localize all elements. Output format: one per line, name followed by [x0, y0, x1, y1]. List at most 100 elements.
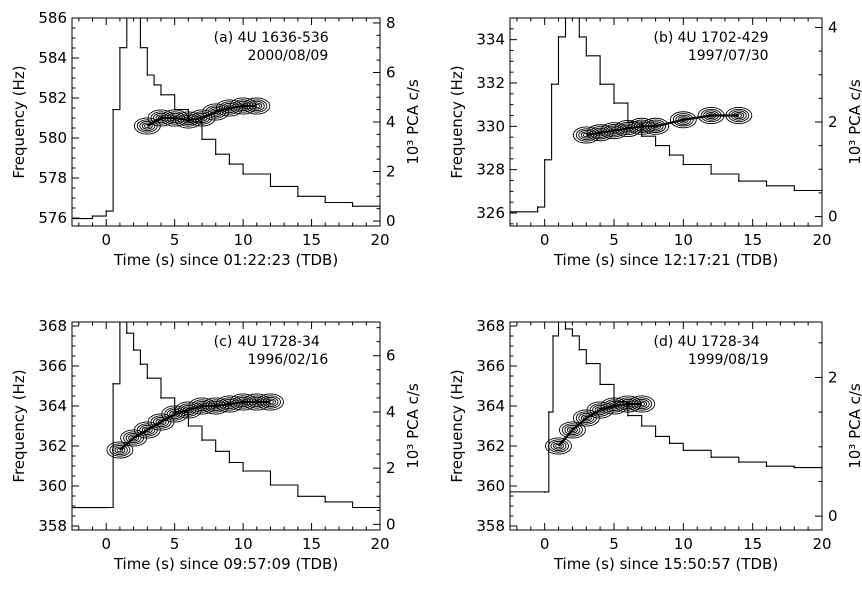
- y-tick-label: 326: [476, 204, 505, 222]
- lightcurve-point: [668, 154, 671, 156]
- plot-area: [72, 322, 380, 512]
- y-tick-label: 368: [476, 317, 505, 335]
- y-tick-label: 330: [476, 117, 505, 135]
- plot-area: [510, 3, 822, 213]
- y-tick-label: 362: [476, 437, 505, 455]
- plot-frame: [71, 17, 381, 227]
- lightcurve-point: [654, 144, 657, 147]
- x-tick-label: 5: [170, 231, 180, 249]
- lightcurve-point: [821, 468, 822, 470]
- contour-ring: [614, 119, 642, 138]
- lightcurve-point: [324, 501, 327, 503]
- lightcurve-point: [627, 414, 629, 417]
- lightcurve-point: [565, 3, 567, 5]
- lightcurve-point: [585, 362, 588, 365]
- contour-ring: [141, 122, 153, 130]
- lightcurve-point: [765, 465, 768, 468]
- y-tick-label: 368: [38, 317, 67, 335]
- lightcurve-point: [105, 506, 107, 509]
- x-tick-label: 10: [234, 231, 253, 249]
- plot-frame: [71, 321, 381, 531]
- contour-ring: [553, 442, 564, 450]
- contour-ring: [161, 405, 189, 423]
- y-tick-label: 334: [476, 31, 505, 49]
- x-tick-label: 5: [170, 535, 180, 553]
- contour-ring: [586, 401, 614, 419]
- x-tick-label: 20: [370, 535, 389, 553]
- panel-c: 0 5 10 15 20 358 360 362 364 366 368 0 2 4 6 Time (s) s…: [10, 317, 422, 573]
- x-tick-label: 15: [743, 231, 762, 249]
- source-label: (c): [214, 334, 233, 350]
- x-axis-label: Time (s) since 12:17:21 (TDB): [553, 251, 778, 269]
- lightcurve-point: [793, 189, 796, 192]
- lightcurve-point: [214, 450, 217, 453]
- lightcurve-point: [228, 461, 231, 464]
- lightcurve-point: [793, 466, 796, 469]
- x-axis-label: Time (s) since 09:57:09 (TDB): [113, 555, 338, 573]
- contour-ring: [144, 427, 151, 433]
- lightcurve-point: [297, 495, 299, 498]
- lightcurve-point: [613, 102, 615, 104]
- lightcurve-point: [564, 328, 567, 330]
- contour-ring: [210, 108, 222, 116]
- lightcurve-point: [710, 456, 712, 459]
- lightcurve-point: [119, 322, 121, 323]
- y-tick-label: 576: [38, 209, 67, 227]
- contour-ring: [130, 435, 137, 441]
- lightcurve-point: [297, 195, 299, 198]
- y2-tick-label: 4: [828, 18, 838, 36]
- lightcurve-line: [72, 322, 380, 511]
- observation-date: 1996/02/16: [248, 352, 329, 368]
- lightcurve-point: [738, 180, 740, 182]
- plot-frame: [509, 321, 823, 531]
- contour-ring: [594, 406, 606, 414]
- x-tick-label: 0: [540, 535, 550, 553]
- lightcurve-point: [536, 206, 539, 208]
- x-tick-label: 15: [302, 231, 321, 249]
- source-label: (b): [654, 30, 674, 46]
- lightcurve-point: [682, 163, 685, 166]
- y-tick-label: 584: [38, 49, 67, 67]
- contour-ring: [128, 434, 140, 442]
- lightcurve-point: [599, 83, 601, 85]
- lightcurve-point: [510, 211, 511, 213]
- lightcurve-point: [91, 215, 94, 217]
- contour-ring: [600, 122, 628, 140]
- x-axis-label: Time (s) since 01:22:23 (TDB): [113, 251, 338, 269]
- y-tick-label: 578: [38, 169, 67, 187]
- y2-axis-label: 10³ PCA c/s: [846, 383, 862, 469]
- lightcurve-point: [640, 425, 643, 427]
- y2-axis-label: 10³ PCA c/s: [404, 79, 422, 165]
- contour-ring: [180, 404, 197, 416]
- contour-ring: [569, 427, 576, 433]
- lightcurve-point: [126, 10, 128, 12]
- lightcurve-point: [548, 411, 550, 413]
- contour-ring: [111, 444, 128, 456]
- y-tick-label: 358: [476, 517, 505, 535]
- contour-ring: [169, 410, 181, 418]
- contour-ring: [207, 106, 224, 118]
- source-name: 4U 1636-536: [238, 30, 329, 46]
- lightcurve-point: [543, 491, 546, 493]
- lightcurve-point: [269, 484, 272, 486]
- y-axis-label: Frequency (Hz): [10, 65, 28, 178]
- x-tick-label: 10: [234, 535, 253, 553]
- contour-ring: [545, 437, 572, 455]
- contour-ring: [548, 439, 569, 453]
- contour-ring: [109, 443, 131, 457]
- lightcurve-point: [201, 439, 203, 441]
- lightcurve-point: [146, 74, 149, 76]
- lightcurve-point: [578, 36, 581, 38]
- lightcurve-line: [72, 18, 380, 220]
- y2-tick-label: 2: [386, 163, 396, 181]
- y2-tick-label: 0: [828, 507, 838, 525]
- lightcurve-point: [112, 383, 114, 385]
- y2-tick-label: 8: [386, 14, 396, 32]
- y-tick-label: 586: [38, 9, 67, 27]
- contour-ring: [125, 432, 142, 444]
- lightcurve-point: [765, 185, 768, 187]
- lightcurve-point: [552, 335, 554, 337]
- y2-axis-label: 10³ PCA c/s: [846, 79, 862, 165]
- contour-ring: [592, 404, 609, 416]
- contour-ring: [583, 415, 590, 421]
